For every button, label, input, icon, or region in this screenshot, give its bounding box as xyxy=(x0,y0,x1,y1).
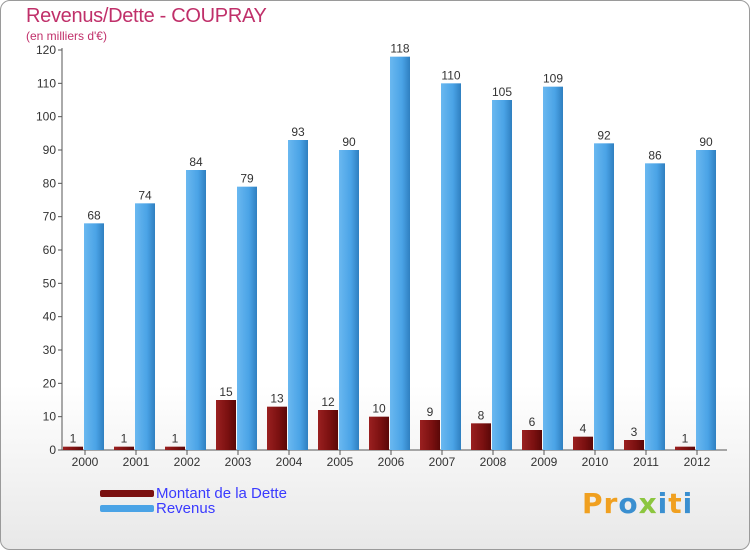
data-label: 110 xyxy=(441,68,460,82)
y-tick-label: 100 xyxy=(36,110,56,124)
bar-revenus xyxy=(645,163,665,451)
legend-item-debt: Montant de la Dette xyxy=(100,486,287,501)
y-tick-label: 60 xyxy=(43,243,57,257)
bar-debt xyxy=(675,446,695,450)
bar-revenus xyxy=(441,83,461,450)
data-label: 93 xyxy=(291,125,305,139)
bar-debt xyxy=(216,400,236,450)
x-tick-label: 2008 xyxy=(480,455,507,469)
x-tick-label: 2005 xyxy=(327,455,354,469)
y-tick-label: 20 xyxy=(43,376,57,390)
y-tick-label: 0 xyxy=(49,443,56,457)
bar-debt xyxy=(522,430,542,450)
x-tick-label: 2003 xyxy=(225,455,252,469)
bar-revenus xyxy=(186,170,206,450)
data-label: 1 xyxy=(682,432,689,446)
x-tick-label: 2002 xyxy=(174,455,201,469)
data-label: 74 xyxy=(138,188,152,202)
bar-revenus xyxy=(288,140,308,450)
x-tick-label: 2012 xyxy=(684,455,711,469)
y-tick-label: 80 xyxy=(43,176,57,190)
bar-revenus xyxy=(135,203,155,450)
x-tick-label: 2001 xyxy=(123,455,150,469)
data-label: 1 xyxy=(121,432,128,446)
y-tick-label: 120 xyxy=(36,43,56,57)
data-label: 4 xyxy=(580,422,587,436)
data-label: 90 xyxy=(342,135,356,149)
bars xyxy=(63,56,716,451)
bar-revenus xyxy=(339,150,359,450)
data-label: 92 xyxy=(597,128,611,142)
data-label: 12 xyxy=(321,395,335,409)
data-label: 105 xyxy=(492,85,512,99)
chart-title: Revenus/Dette - COUPRAY xyxy=(26,5,267,27)
bar-revenus xyxy=(543,86,563,451)
x-tick-label: 2011 xyxy=(633,455,659,469)
data-label: 109 xyxy=(543,72,563,86)
labels: 1 1 115 13 12 10 9 8 6 4 3 168748479939011811010510… xyxy=(70,42,713,446)
x-tick-label: 2006 xyxy=(378,455,405,469)
x-tick-label: 2007 xyxy=(429,455,456,469)
bar-debt xyxy=(114,446,134,450)
data-label: 13 xyxy=(270,392,284,406)
data-label: 8 xyxy=(478,408,485,422)
y-tick-label: 10 xyxy=(43,410,57,424)
bar-revenus xyxy=(696,150,716,450)
y-tick-label: 30 xyxy=(43,343,57,357)
data-label: 118 xyxy=(390,42,409,56)
bar-revenus xyxy=(492,100,512,450)
bar-revenus xyxy=(594,143,614,451)
bar-debt xyxy=(471,423,491,450)
bar-debt xyxy=(369,416,389,450)
y-tick-label: 110 xyxy=(37,76,56,90)
legend-label-revenus: Revenus xyxy=(156,500,216,517)
data-label: 86 xyxy=(648,148,662,162)
data-label: 79 xyxy=(240,172,254,186)
bar-revenus xyxy=(237,186,257,450)
y-tick-label: 50 xyxy=(43,276,57,290)
y-tick-label: 90 xyxy=(43,143,57,157)
bar-debt xyxy=(624,440,644,450)
bar-debt xyxy=(165,446,185,450)
legend-label-debt: Montant de la Dette xyxy=(156,485,287,502)
data-label: 68 xyxy=(87,208,101,222)
bar-debt xyxy=(573,436,593,450)
bar-debt xyxy=(318,410,338,450)
data-label: 1 xyxy=(172,432,179,446)
data-label: 6 xyxy=(529,415,536,429)
legend-swatch-debt xyxy=(100,490,154,497)
legend-swatch-revenus xyxy=(100,505,154,512)
bar-revenus xyxy=(84,223,104,450)
bar-debt xyxy=(63,446,83,450)
data-label: 15 xyxy=(219,385,233,399)
x-tick-label: 2009 xyxy=(531,455,558,469)
proxiti-logo: Proxiti xyxy=(582,487,694,520)
data-label: 9 xyxy=(427,405,434,419)
bar-debt xyxy=(420,420,440,450)
chart-subtitle: (en milliers d'€) xyxy=(26,29,107,43)
legend-item-revenus: Revenus xyxy=(100,501,287,516)
x-tick-label: 2004 xyxy=(276,455,303,469)
legend: Montant de la Dette Revenus xyxy=(100,486,287,516)
data-label: 90 xyxy=(699,135,713,149)
data-label: 10 xyxy=(372,402,386,416)
data-label: 3 xyxy=(631,425,638,439)
y-tick-label: 70 xyxy=(43,210,57,224)
x-tick-label: 2010 xyxy=(582,455,609,469)
data-label: 1 xyxy=(70,432,77,446)
bar-debt xyxy=(267,406,287,450)
x-tick-label: 2000 xyxy=(72,455,99,469)
data-label: 84 xyxy=(189,155,203,169)
bar-revenus xyxy=(390,56,410,451)
y-tick-label: 40 xyxy=(43,310,57,324)
